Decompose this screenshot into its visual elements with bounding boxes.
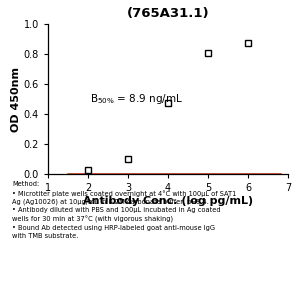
Title: CPTC-SAT1-3
(765A31.1): CPTC-SAT1-3 (765A31.1) — [120, 0, 216, 20]
Y-axis label: OD 450nm: OD 450nm — [11, 67, 21, 131]
Text: Method:
• Microtiter plate wells coated overnight at 4°C with 100µL of SAT1
Ag (: Method: • Microtiter plate wells coated … — [12, 182, 236, 238]
X-axis label: Antibody Conc. (log pg/mL): Antibody Conc. (log pg/mL) — [83, 196, 253, 206]
Text: B$_{50\%}$ = 8.9 ng/mL: B$_{50\%}$ = 8.9 ng/mL — [90, 92, 183, 106]
